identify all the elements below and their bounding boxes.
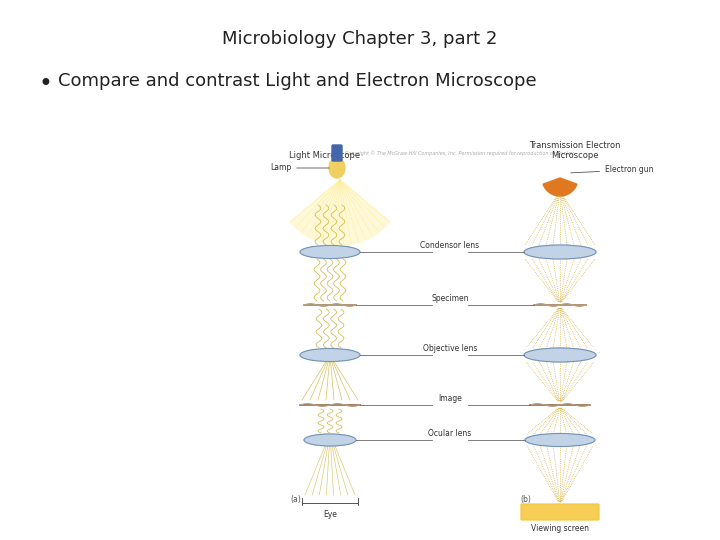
Text: Light Microscope: Light Microscope	[289, 151, 361, 160]
Ellipse shape	[524, 348, 596, 362]
Text: •: •	[38, 72, 52, 96]
Wedge shape	[543, 178, 577, 196]
Text: (b): (b)	[520, 495, 531, 504]
Ellipse shape	[524, 245, 596, 259]
Text: Ocular lens: Ocular lens	[428, 429, 472, 438]
Polygon shape	[290, 180, 390, 245]
Text: Microbiology Chapter 3, part 2: Microbiology Chapter 3, part 2	[222, 30, 498, 48]
Text: (a): (a)	[290, 495, 301, 504]
Text: Lamp: Lamp	[270, 164, 329, 172]
FancyBboxPatch shape	[332, 145, 342, 161]
Text: Transmission Electron
Microscope: Transmission Electron Microscope	[529, 140, 621, 160]
Text: Objective lens: Objective lens	[423, 344, 477, 353]
Ellipse shape	[525, 434, 595, 447]
Text: Copyright © The McGraw-Hill Companies, Inc. Permission required for reproduction: Copyright © The McGraw-Hill Companies, I…	[345, 150, 575, 156]
Text: Compare and contrast Light and Electron Microscope: Compare and contrast Light and Electron …	[58, 72, 536, 90]
Ellipse shape	[300, 246, 360, 259]
Ellipse shape	[300, 348, 360, 361]
Text: Image: Image	[438, 394, 462, 403]
Text: Specimen: Specimen	[431, 294, 469, 303]
Text: Electron gun: Electron gun	[571, 165, 654, 174]
Text: Condensor lens: Condensor lens	[420, 241, 480, 250]
Text: Viewing screen: Viewing screen	[531, 524, 589, 533]
Ellipse shape	[304, 434, 356, 446]
FancyBboxPatch shape	[521, 504, 599, 520]
Ellipse shape	[329, 158, 345, 178]
Text: Eye: Eye	[323, 510, 337, 519]
